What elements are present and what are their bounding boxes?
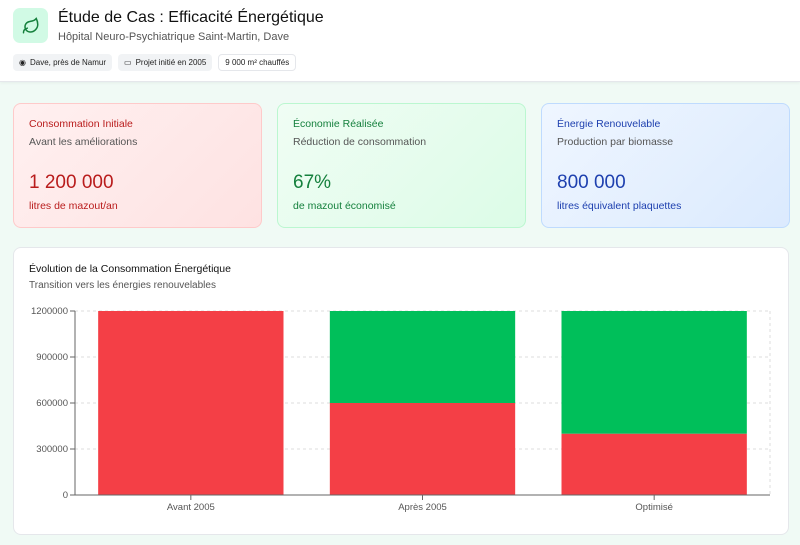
y-tick-label: 0: [63, 490, 68, 501]
calendar-icon: ▭: [124, 58, 132, 67]
map-pin-icon: ◉: [19, 58, 26, 67]
bar-segment: [561, 311, 747, 434]
chart-title: Évolution de la Consommation Énergétique: [29, 263, 231, 275]
x-tick-label: Après 2005: [398, 502, 447, 513]
card-subtitle: Réduction de consommation: [293, 136, 427, 148]
y-tick-label: 300000: [36, 444, 68, 455]
chart-card: Évolution de la Consommation Énergétique…: [13, 247, 789, 535]
bar-segment: [98, 311, 284, 495]
card-value: 1 200 000: [29, 172, 114, 193]
card-renewable: Énergie Renouvelable Production par biom…: [541, 103, 790, 228]
page-subtitle: Hôpital Neuro-Psychiatrique Saint-Martin…: [58, 31, 290, 43]
bar-segment: [329, 311, 516, 403]
y-tick-label: 1200000: [31, 306, 68, 317]
card-title: Économie Réalisée: [293, 118, 384, 130]
leaf-icon: [13, 8, 48, 43]
card-initial-consumption: Consommation Initiale Avant les améliora…: [13, 103, 262, 228]
chart-subtitle: Transition vers les énergies renouvelabl…: [29, 280, 216, 291]
x-tick-label: Optimisé: [635, 502, 672, 513]
area-badge: 9 000 m² chauffés: [218, 54, 297, 71]
card-title: Consommation Initiale: [29, 118, 133, 130]
stacked-bar-chart: 0 300000 600000 900000 1200000 Avant 2005 Aprè…: [31, 306, 771, 513]
bar-segment: [561, 433, 747, 495]
card-unit: de mazout économisé: [293, 200, 396, 212]
card-subtitle: Avant les améliorations: [29, 136, 138, 148]
card-savings: Économie Réalisée Réduction de consommat…: [277, 103, 526, 228]
card-value: 67%: [293, 172, 332, 193]
card-value: 800 000: [557, 172, 626, 193]
card-subtitle: Production par biomasse: [557, 136, 674, 148]
badge-label: Projet initié en 2005: [135, 58, 207, 67]
card-unit: litres de mazout/an: [29, 200, 118, 212]
badge-label: 9 000 m² chauffés: [225, 58, 290, 67]
page-title: Étude de Cas : Efficacité Énergétique: [58, 9, 324, 26]
x-tick-label: Avant 2005: [167, 502, 215, 513]
y-tick-label: 600000: [36, 398, 68, 409]
header: Étude de Cas : Efficacité Énergétique Hô…: [0, 0, 800, 82]
card-title: Énergie Renouvelable: [557, 118, 661, 130]
location-badge: ◉ Dave, près de Namur: [13, 54, 113, 71]
project-badge: ▭ Projet initié en 2005: [118, 54, 213, 71]
card-unit: litres équivalent plaquettes: [557, 200, 682, 212]
badge-label: Dave, près de Namur: [29, 58, 107, 67]
y-tick-label: 900000: [36, 352, 68, 363]
bar-segment: [329, 403, 516, 495]
